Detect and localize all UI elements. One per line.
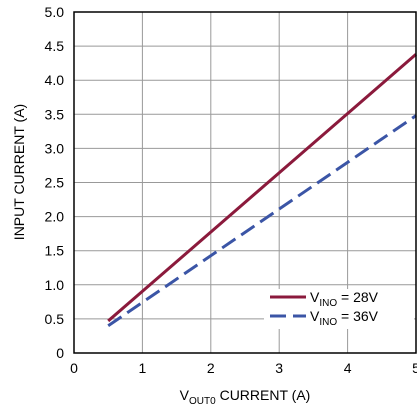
y-tick-label: 3.0 <box>45 140 65 156</box>
x-tick-label: 4 <box>344 360 352 376</box>
legend-label-28v-rest: = 28V <box>337 289 379 305</box>
x-tick-label: 5 <box>412 360 417 376</box>
x-axis-label-subscript: OUT0 <box>189 396 216 407</box>
y-axis-label: INPUT CURRENT (A) <box>11 104 27 240</box>
legend-label-36v-rest: = 36V <box>337 308 379 324</box>
plot-frame <box>73 11 417 354</box>
legend-label-28v-main: V <box>310 289 320 305</box>
legend-label-28v: VINO = 28V <box>310 289 379 309</box>
y-tick-label: 1.0 <box>45 277 65 293</box>
x-axis-label-rest: CURRENT (A) <box>216 387 311 403</box>
y-tick-label: 2.5 <box>45 175 65 191</box>
legend: VINO = 28V VINO = 36V <box>264 289 414 329</box>
legend-label-36v-subscript: INO <box>319 317 337 328</box>
y-tick-label: 4.0 <box>45 72 65 88</box>
series-line-36v <box>107 114 417 327</box>
y-tick-label: 4.5 <box>45 38 65 54</box>
x-tick-labels: 0 1 2 3 4 5 <box>70 360 417 376</box>
legend-label-28v-subscript: INO <box>319 298 337 309</box>
x-tick-label: 0 <box>70 360 78 376</box>
y-tick-label: 0.5 <box>45 311 65 327</box>
legend-label-36v: VINO = 36V <box>310 308 379 328</box>
x-tick-label: 2 <box>207 360 215 376</box>
y-tick-label: 0 <box>56 345 64 361</box>
y-tick-label: 1.5 <box>45 243 65 259</box>
x-axis-label-main: V <box>180 387 190 403</box>
series-lines <box>107 53 417 327</box>
x-tick-label: 1 <box>139 360 147 376</box>
x-tick-label: 3 <box>275 360 283 376</box>
x-axis-label: VOUT0 CURRENT (A) <box>180 387 311 407</box>
y-tick-label: 3.5 <box>45 106 65 122</box>
y-tick-label: 5.0 <box>45 4 65 20</box>
series-line-28v <box>107 53 417 323</box>
legend-label-36v-main: V <box>310 308 320 324</box>
y-tick-label: 2.0 <box>45 209 65 225</box>
y-tick-labels: 0 0.5 1.0 1.5 2.0 2.5 3.0 3.5 4.0 4.5 5.0 <box>45 4 65 361</box>
